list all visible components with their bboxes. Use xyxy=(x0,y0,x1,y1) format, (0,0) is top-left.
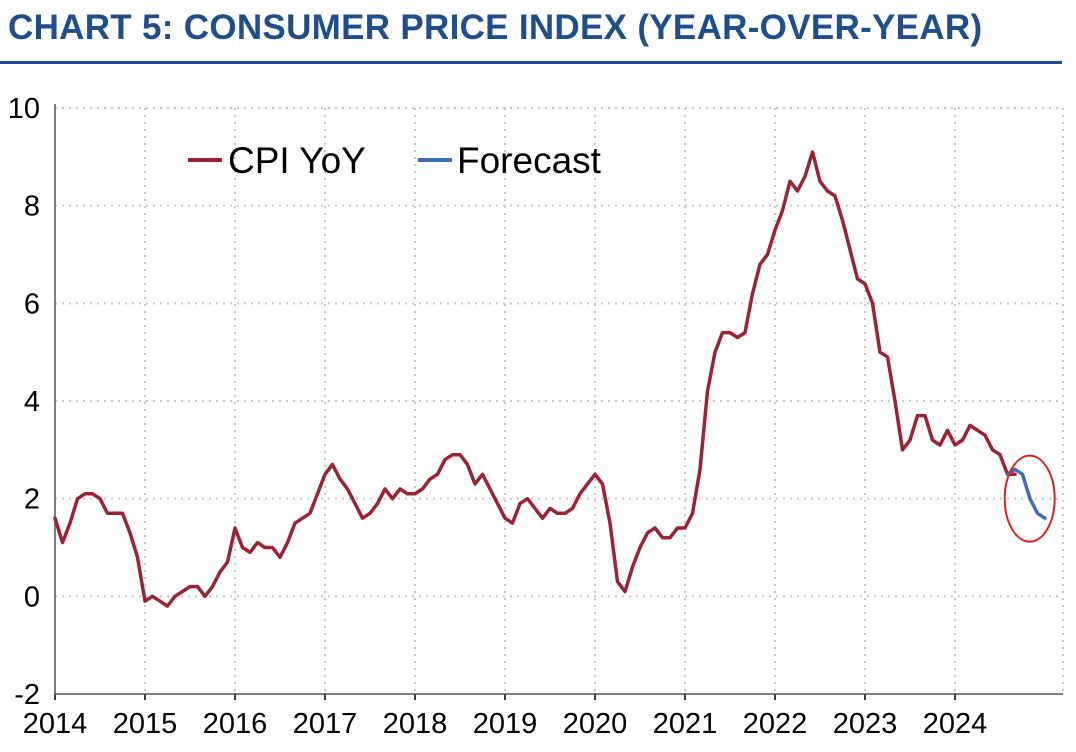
legend-label-forecast: Forecast xyxy=(457,140,602,181)
x-tick-label: 2021 xyxy=(653,708,718,740)
grid-layer xyxy=(55,107,1064,694)
annotation-layer xyxy=(1003,454,1056,543)
y-tick-label: 2 xyxy=(24,484,40,516)
y-tick-label: 4 xyxy=(24,386,40,418)
x-tick-label: 2023 xyxy=(833,708,898,740)
x-tick-label: 2014 xyxy=(23,708,88,740)
chart-title: CHART 5: CONSUMER PRICE INDEX (YEAR-OVER… xyxy=(8,8,983,47)
x-tick-label: 2019 xyxy=(473,708,538,740)
y-tick-label: 10 xyxy=(8,93,40,125)
title-underline xyxy=(0,61,1062,64)
legend-label-cpi: CPI YoY xyxy=(228,140,366,181)
series-layer xyxy=(53,150,1047,608)
forecast-highlight-circle xyxy=(1003,454,1056,543)
x-tick-label: 2018 xyxy=(383,708,448,740)
legend: CPI YoY Forecast xyxy=(188,140,602,181)
x-tick-label: 2015 xyxy=(113,708,178,740)
x-tick-label: 2017 xyxy=(293,708,358,740)
cpi-yoy-line xyxy=(53,150,1017,608)
x-tick-label: 2022 xyxy=(743,708,808,740)
y-tick-label: 0 xyxy=(24,581,40,613)
x-tick-label: 2020 xyxy=(563,708,628,740)
x-tick-label: 2016 xyxy=(203,708,268,740)
forecast-line xyxy=(1005,467,1047,520)
y-tick-label: 6 xyxy=(24,288,40,320)
x-tick-label: 2024 xyxy=(923,708,988,740)
y-tick-label: -2 xyxy=(14,679,40,711)
y-tick-label: 8 xyxy=(24,191,40,223)
